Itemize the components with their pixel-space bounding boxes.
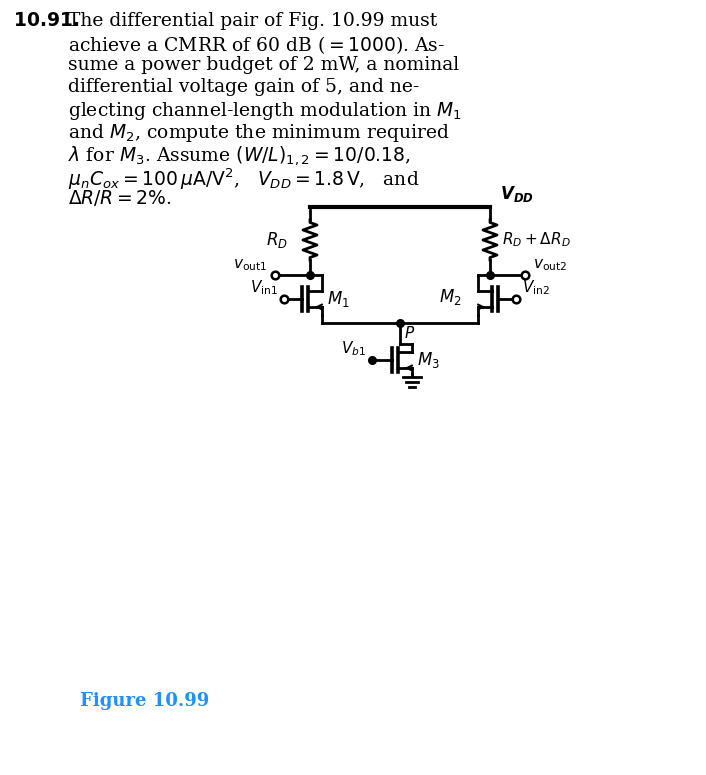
Text: $\bfit{V}_{DD}$: $\bfit{V}_{DD}$ (500, 184, 534, 204)
Text: $M_1$: $M_1$ (327, 289, 349, 309)
Text: $\mathbf{10.91.}$: $\mathbf{10.91.}$ (13, 12, 80, 30)
Text: $\Delta R/R = 2\%$.: $\Delta R/R = 2\%$. (68, 188, 172, 208)
Text: $V_{\mathrm{in2}}$: $V_{\mathrm{in2}}$ (522, 278, 550, 297)
Text: $M_3$: $M_3$ (417, 350, 440, 370)
Text: $R_D + \Delta R_D$: $R_D + \Delta R_D$ (502, 231, 570, 250)
Text: sume a power budget of 2 mW, a nominal: sume a power budget of 2 mW, a nominal (68, 56, 459, 74)
Text: $M_2$: $M_2$ (439, 287, 462, 307)
Text: The differential pair of Fig. 10.99 must: The differential pair of Fig. 10.99 must (68, 12, 437, 30)
Text: achieve a CMRR of 60 dB ($= 1000$). As-: achieve a CMRR of 60 dB ($= 1000$). As- (68, 34, 445, 56)
Text: $P$: $P$ (404, 325, 415, 341)
Text: and $M_2$, compute the minimum required: and $M_2$, compute the minimum required (68, 122, 450, 144)
Text: Figure 10.99: Figure 10.99 (80, 692, 209, 710)
Text: $V_{b1}$: $V_{b1}$ (341, 339, 366, 358)
Text: $V_{\mathrm{in1}}$: $V_{\mathrm{in1}}$ (250, 278, 278, 297)
Text: $R_D$: $R_D$ (266, 230, 288, 250)
Text: $v_{\mathrm{out2}}$: $v_{\mathrm{out2}}$ (533, 257, 567, 273)
Text: differential voltage gain of 5, and ne-: differential voltage gain of 5, and ne- (68, 78, 419, 96)
Text: $v_{\mathrm{out1}}$: $v_{\mathrm{out1}}$ (233, 257, 267, 273)
Text: $\mu_n C_{ox} = 100\,\mu\mathrm{A/V}^2$,   $V_{DD} = 1.8\,\mathrm{V}$,   and: $\mu_n C_{ox} = 100\,\mu\mathrm{A/V}^2$,… (68, 166, 419, 191)
Text: $\lambda$ for $M_3$. Assume $(W/L)_{1,2} = 10/0.18$,: $\lambda$ for $M_3$. Assume $(W/L)_{1,2}… (68, 144, 411, 167)
Text: glecting channel-length modulation in $M_1$: glecting channel-length modulation in $M… (68, 100, 462, 122)
